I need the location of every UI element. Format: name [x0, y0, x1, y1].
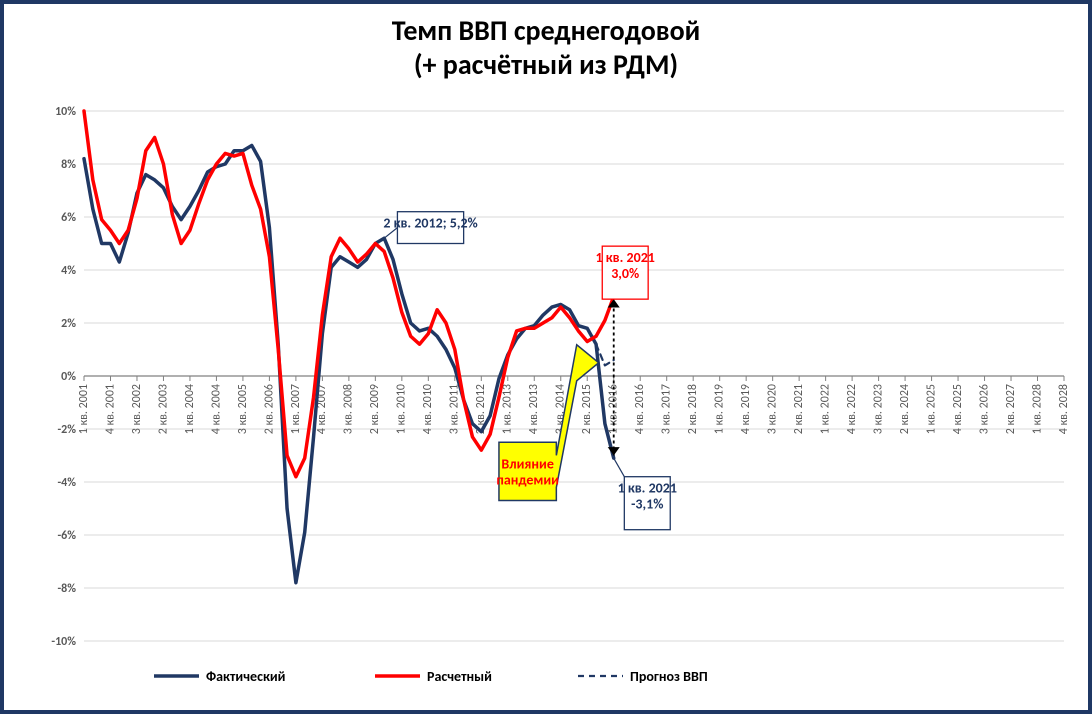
- svg-text:1 кв. 2022: 1 кв. 2022: [818, 384, 832, 434]
- svg-text:0%: 0%: [61, 370, 76, 384]
- title-line-2: (+ расчётный из РДМ): [4, 48, 1088, 82]
- svg-text:4 кв. 2001: 4 кв. 2001: [103, 384, 117, 434]
- svg-text:3 кв. 2023: 3 кв. 2023: [871, 384, 885, 434]
- svg-text:4 кв. 2010: 4 кв. 2010: [421, 384, 435, 434]
- svg-text:8%: 8%: [61, 158, 76, 172]
- svg-text:1 кв. 2019: 1 кв. 2019: [713, 384, 727, 434]
- svg-text:-8%: -8%: [57, 582, 76, 596]
- svg-text:4 кв. 2019: 4 кв. 2019: [739, 384, 753, 434]
- svg-text:1 кв. 2016: 1 кв. 2016: [607, 384, 621, 434]
- chart-frame: Темп ВВП среднегодовой (+ расчётный из Р…: [0, 0, 1092, 714]
- svg-text:2 кв. 2009: 2 кв. 2009: [368, 384, 382, 434]
- svg-text:-2%: -2%: [57, 423, 76, 437]
- svg-text:-6%: -6%: [57, 529, 76, 543]
- svg-text:2 кв. 2021: 2 кв. 2021: [792, 384, 806, 434]
- svg-text:1 кв. 2007: 1 кв. 2007: [289, 384, 303, 434]
- svg-text:Прогноз ВВП: Прогноз ВВП: [630, 668, 708, 685]
- svg-text:3 кв. 2017: 3 кв. 2017: [660, 384, 674, 434]
- svg-text:4 кв. 2013: 4 кв. 2013: [527, 384, 541, 434]
- svg-text:2%: 2%: [61, 317, 76, 331]
- svg-text:-10%: -10%: [51, 635, 76, 649]
- svg-text:3 кв. 2002: 3 кв. 2002: [130, 384, 144, 434]
- svg-text:1 кв. 2021: 1 кв. 2021: [596, 249, 655, 266]
- svg-text:4 кв. 2004: 4 кв. 2004: [209, 384, 223, 434]
- svg-text:-3,1%: -3,1%: [631, 496, 663, 513]
- svg-text:1 кв. 2010: 1 кв. 2010: [395, 384, 409, 434]
- svg-text:Расчетный: Расчетный: [427, 668, 492, 685]
- svg-text:3 кв. 2005: 3 кв. 2005: [236, 384, 250, 434]
- svg-text:2 кв. 2012; 5,2%: 2 кв. 2012; 5,2%: [383, 215, 477, 232]
- svg-text:3 кв. 2008: 3 кв. 2008: [342, 384, 356, 434]
- svg-text:1 кв. 2013: 1 кв. 2013: [501, 384, 515, 434]
- svg-text:2 кв. 2027: 2 кв. 2027: [1004, 384, 1018, 434]
- svg-text:пандемии: пандемии: [496, 472, 559, 489]
- svg-text:2 кв. 2018: 2 кв. 2018: [686, 384, 700, 434]
- svg-text:Фактический: Фактический: [206, 668, 285, 685]
- svg-text:4 кв. 2025: 4 кв. 2025: [951, 384, 965, 434]
- svg-text:1 кв. 2004: 1 кв. 2004: [183, 384, 197, 434]
- svg-text:3,0%: 3,0%: [611, 265, 639, 282]
- svg-text:1 кв. 2028: 1 кв. 2028: [1030, 384, 1044, 434]
- svg-text:2 кв. 2015: 2 кв. 2015: [580, 384, 594, 434]
- svg-text:2 кв. 2024: 2 кв. 2024: [898, 384, 912, 434]
- svg-text:Влияние: Влияние: [501, 456, 553, 473]
- svg-text:-4%: -4%: [57, 476, 76, 490]
- svg-text:1 кв. 2001: 1 кв. 2001: [77, 384, 91, 434]
- svg-text:10%: 10%: [55, 105, 76, 119]
- svg-text:6%: 6%: [61, 211, 76, 225]
- svg-text:4 кв. 2022: 4 кв. 2022: [845, 384, 859, 434]
- svg-text:3 кв. 2020: 3 кв. 2020: [766, 384, 780, 434]
- svg-text:3 кв. 2026: 3 кв. 2026: [977, 384, 991, 434]
- svg-text:1 кв. 2021: 1 кв. 2021: [618, 480, 677, 497]
- svg-text:4 кв. 2016: 4 кв. 2016: [633, 384, 647, 434]
- chart-title: Темп ВВП среднегодовой (+ расчётный из Р…: [4, 4, 1088, 81]
- svg-text:4%: 4%: [61, 264, 76, 278]
- svg-text:1 кв. 2025: 1 кв. 2025: [924, 384, 938, 434]
- svg-text:2 кв. 2003: 2 кв. 2003: [156, 384, 170, 434]
- svg-text:2 кв. 2006: 2 кв. 2006: [262, 384, 276, 434]
- svg-text:4 кв. 2028: 4 кв. 2028: [1057, 384, 1071, 434]
- chart-plot: -10% -8% -6% -4% -2% 0% 2% 4% 6% 8% 10% 1 кв. 2001 4…: [4, 81, 1088, 701]
- title-line-1: Темп ВВП среднегодовой: [4, 14, 1088, 48]
